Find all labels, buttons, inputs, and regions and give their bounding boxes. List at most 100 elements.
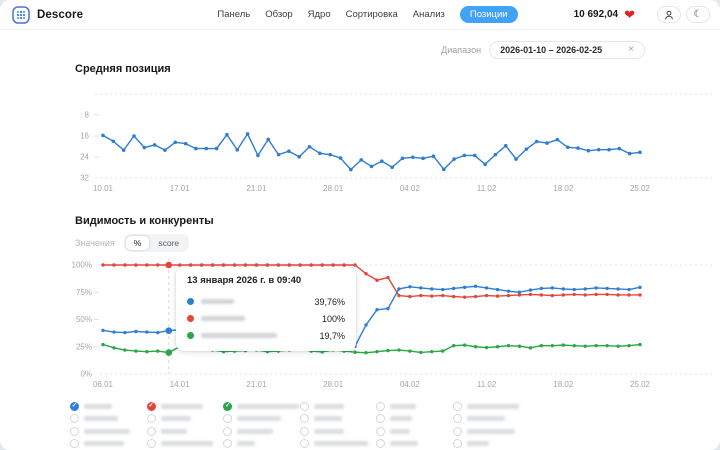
checkbox-unchecked-icon[interactable]: [452, 439, 462, 449]
checkbox-unchecked-icon[interactable]: [452, 426, 462, 436]
blurred-competitor-name: [237, 416, 282, 422]
competitor-checkbox-item-21[interactable]: [299, 438, 377, 450]
blurred-competitor-name: [390, 403, 417, 409]
nav-item-панель[interactable]: Панель: [217, 9, 251, 20]
blurred-competitor-name: [160, 428, 187, 434]
competitor-checkbox-item-16[interactable]: [376, 425, 453, 438]
tooltip-value: 39,76%: [314, 296, 345, 307]
checkbox-unchecked-icon[interactable]: [70, 426, 79, 436]
blurred-competitor-name: [160, 403, 203, 409]
competitor-checkbox-item-7[interactable]: [146, 413, 224, 426]
checkbox-unchecked-icon[interactable]: [376, 426, 386, 436]
checkbox-unchecked-icon[interactable]: [223, 414, 233, 424]
competitor-checkbox-item-6[interactable]: [70, 413, 147, 426]
moon-icon: ☾: [693, 8, 703, 20]
checkbox-unchecked-icon[interactable]: [376, 439, 386, 449]
avg-position-section: Средняя позиция 8 16 24 32 10.01 17.01 21.01 28…: [0, 58, 720, 203]
series-dot-icon: [187, 315, 194, 322]
svg-text:25.02: 25.02: [630, 380, 651, 389]
checkbox-unchecked-icon[interactable]: [299, 426, 309, 436]
checkbox-unchecked-icon[interactable]: [70, 439, 79, 449]
checkbox-unchecked-icon[interactable]: [376, 414, 386, 424]
competitor-checkbox-item-0[interactable]: ✓: [70, 400, 147, 413]
blurred-competitor-name: [84, 441, 124, 447]
checkbox-checked-icon[interactable]: ✓: [146, 401, 156, 411]
checkbox-unchecked-icon[interactable]: [299, 414, 309, 424]
checkbox-unchecked-icon[interactable]: [376, 401, 386, 411]
brand-name: Descore: [37, 8, 84, 21]
svg-text:50%: 50%: [76, 315, 92, 324]
values-label: Значения: [75, 238, 115, 248]
nav-item-анализ[interactable]: Анализ: [412, 9, 445, 20]
competitor-checkbox-item-10[interactable]: [376, 413, 453, 426]
competitor-checkbox-item-5[interactable]: [452, 400, 530, 413]
checkbox-unchecked-icon[interactable]: [452, 414, 462, 424]
competitor-checkbox-item-22[interactable]: [376, 438, 453, 450]
svg-text:21.01: 21.01: [246, 380, 267, 389]
blurred-competitor-name: [390, 441, 419, 447]
competitor-checkbox-item-14[interactable]: [223, 425, 300, 438]
competitor-checkbox-item-2[interactable]: ✓: [223, 400, 300, 413]
svg-text:100%: 100%: [72, 261, 92, 270]
header-buttons: ☾: [657, 6, 710, 23]
app-logo-icon: [12, 5, 30, 24]
blurred-competitor-name: [237, 428, 274, 434]
svg-text:28.01: 28.01: [323, 184, 344, 193]
competitor-checkbox-item-23[interactable]: [452, 438, 530, 450]
range-value: 2026-01-10 – 2026-02-25: [500, 45, 603, 55]
competitor-checkbox-item-9[interactable]: [299, 413, 377, 426]
unit-option-%[interactable]: %: [125, 236, 150, 250]
checkbox-unchecked-icon[interactable]: [146, 426, 156, 436]
competitor-checkbox-item-8[interactable]: [223, 413, 300, 426]
checkbox-unchecked-icon[interactable]: [146, 439, 156, 449]
blurred-site-name: [201, 316, 245, 321]
heart-icon[interactable]: ❤: [624, 7, 635, 22]
blurred-competitor-name: [466, 441, 489, 447]
nav-item-обзор[interactable]: Обзор: [265, 9, 293, 20]
tooltip-date: 13 января 2026 г. в 09:40: [187, 275, 302, 286]
competitor-checkbox-item-11[interactable]: [452, 413, 530, 426]
checkbox-unchecked-icon[interactable]: [146, 414, 156, 424]
checkbox-unchecked-icon[interactable]: [223, 439, 233, 449]
competitor-checkbox-item-15[interactable]: [299, 425, 377, 438]
svg-text:18.02: 18.02: [553, 184, 574, 193]
competitor-checkbox-item-13[interactable]: [146, 425, 224, 438]
svg-text:28.01: 28.01: [323, 380, 344, 389]
nav-item-позиции[interactable]: Позиции: [459, 6, 518, 23]
competitor-checkbox-item-4[interactable]: [376, 400, 453, 413]
competitor-checkbox-item-17[interactable]: [452, 425, 530, 438]
checkbox-checked-icon[interactable]: ✓: [223, 401, 233, 411]
nav-item-сортировка[interactable]: Сортировка: [345, 9, 398, 20]
check-icon: ✓: [224, 402, 231, 409]
competitor-checkbox-item-12[interactable]: [70, 425, 147, 438]
checkbox-unchecked-icon[interactable]: [299, 439, 309, 449]
checkbox-checked-icon[interactable]: ✓: [70, 401, 79, 411]
avg-position-chart[interactable]: 8 16 24 32 10.01 17.01 21.01 28.01 04.02 11.02 18.…: [0, 58, 720, 203]
blurred-competitor-name: [237, 441, 256, 447]
series-dot-icon: [187, 298, 194, 305]
range-input[interactable]: 2026-01-10 – 2026-02-25 ×: [489, 41, 645, 59]
chart-tooltip: 13 января 2026 г. в 09:40 39,76% 100% 19,7…: [176, 267, 356, 351]
theme-toggle-button[interactable]: ☾: [686, 6, 710, 23]
checkbox-unchecked-icon[interactable]: [299, 401, 309, 411]
competitor-checkbox-item-20[interactable]: [223, 438, 300, 450]
close-icon[interactable]: ×: [628, 44, 634, 55]
blurred-competitor-name: [84, 403, 112, 409]
checkbox-unchecked-icon[interactable]: [452, 401, 462, 411]
section-title-avg-position: Средняя позиция: [75, 63, 171, 75]
svg-text:10.01: 10.01: [93, 184, 114, 193]
unit-option-score[interactable]: score: [158, 238, 180, 248]
svg-text:11.02: 11.02: [477, 184, 497, 193]
competitor-checkbox-item-19[interactable]: [146, 438, 224, 450]
blurred-competitor-name: [466, 428, 515, 434]
checkbox-unchecked-icon[interactable]: [223, 426, 233, 436]
svg-text:17.01: 17.01: [170, 184, 191, 193]
user-profile-button[interactable]: [657, 6, 681, 23]
checkbox-unchecked-icon[interactable]: [70, 414, 79, 424]
competitor-checkbox-item-18[interactable]: [70, 438, 147, 450]
svg-text:04.02: 04.02: [400, 184, 421, 193]
competitor-checkbox-item-1[interactable]: ✓: [146, 400, 224, 413]
competitor-checkbox-item-3[interactable]: [299, 400, 377, 413]
nav-item-ядро[interactable]: Ядро: [307, 9, 331, 20]
date-range-filter: Диапазон 2026-01-10 – 2026-02-25 ×: [441, 41, 645, 59]
